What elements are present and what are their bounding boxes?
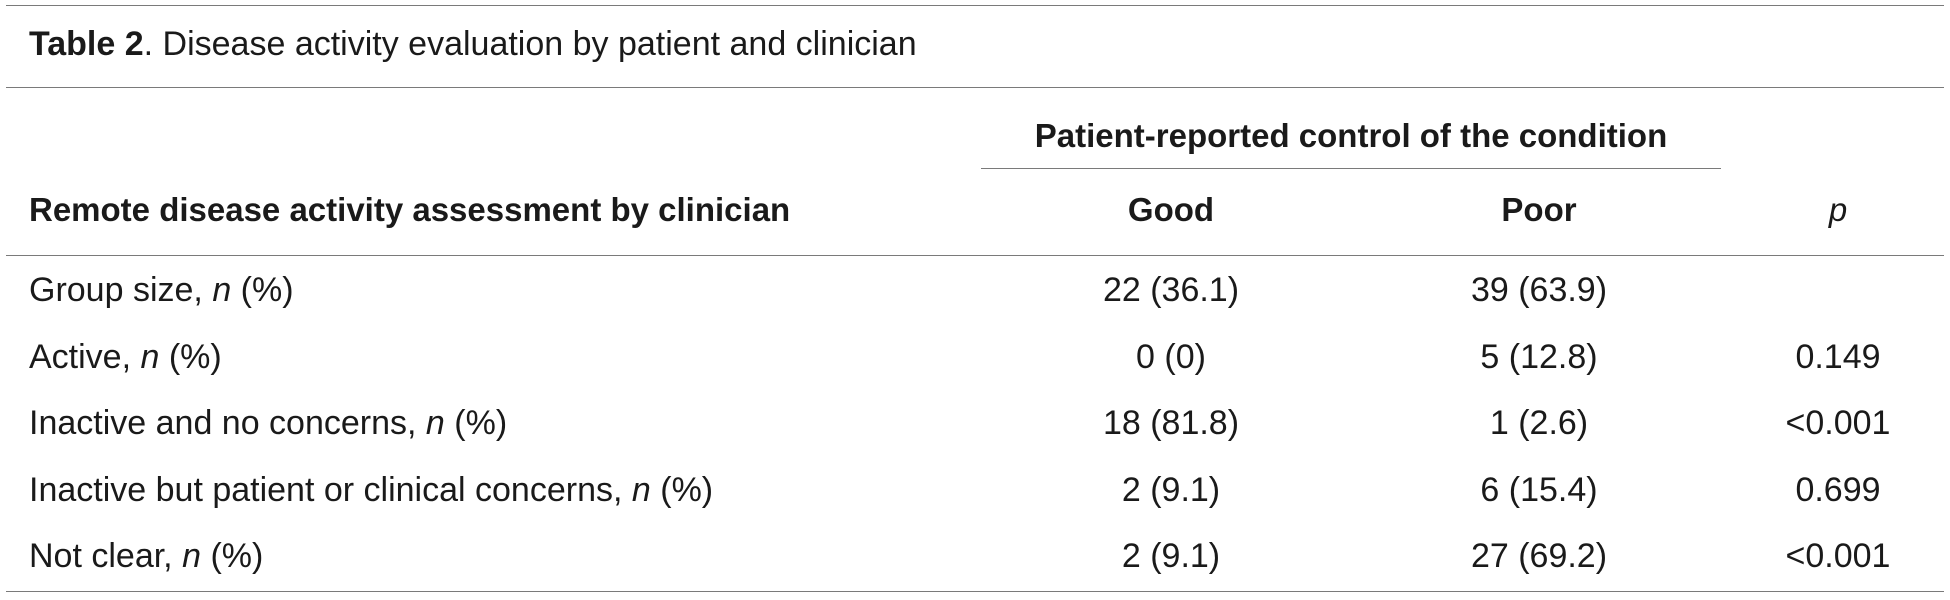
good-value: 22 (36.1) — [1102, 271, 1240, 309]
table-row: Not clear, n (%) 2 (9.1) 27 (69.2) <0.00… — [6, 524, 1944, 590]
good-value: 2 (9.1) — [1121, 471, 1221, 509]
good-value: 2 (9.1) — [1121, 537, 1221, 575]
poor-value: 6 (15.4) — [1480, 471, 1598, 509]
p-value: 0.699 — [1795, 471, 1881, 509]
table-row: Active, n (%) 0 (0) 5 (12.8) 0.149 — [6, 325, 1944, 391]
row-label: Not clear, n (%) — [29, 537, 264, 575]
spanner-rule — [981, 168, 1721, 169]
good-value: 0 (0) — [1136, 338, 1206, 376]
caption-label: Table 2 — [29, 25, 144, 63]
column-spanner-header: Patient-reported control of the conditio… — [1034, 117, 1668, 154]
header-rule — [6, 255, 1944, 256]
row-label: Inactive but patient or clinical concern… — [29, 471, 714, 509]
p-value: <0.001 — [1785, 404, 1891, 442]
poor-column-header: Poor — [1501, 191, 1577, 228]
caption-rule — [6, 87, 1944, 88]
p-value: 0.149 — [1795, 338, 1881, 376]
caption-text: . Disease activity evaluation by patient… — [143, 25, 917, 63]
table-caption: Table 2. Disease activity evaluation by … — [29, 22, 917, 66]
good-column-header: Good — [1127, 191, 1215, 228]
row-label: Inactive and no concerns, n (%) — [29, 404, 508, 442]
poor-value: 5 (12.8) — [1480, 338, 1598, 376]
good-value: 18 (81.8) — [1102, 404, 1240, 442]
table-row: Group size, n (%) 22 (36.1) 39 (63.9) — [6, 258, 1944, 324]
top-rule — [6, 5, 1944, 6]
bottom-rule — [6, 591, 1944, 592]
table-row: Inactive and no concerns, n (%) 18 (81.8… — [6, 391, 1944, 457]
p-value-column-header: p — [1828, 191, 1848, 228]
poor-value: 27 (69.2) — [1470, 537, 1608, 575]
row-label: Active, n (%) — [29, 338, 222, 376]
table-row: Inactive but patient or clinical concern… — [6, 458, 1944, 524]
p-value: <0.001 — [1785, 537, 1891, 575]
row-label-header: Remote disease activity assessment by cl… — [29, 191, 791, 228]
poor-value: 1 (2.6) — [1489, 404, 1589, 442]
poor-value: 39 (63.9) — [1470, 271, 1608, 309]
row-label: Group size, n (%) — [29, 271, 294, 309]
